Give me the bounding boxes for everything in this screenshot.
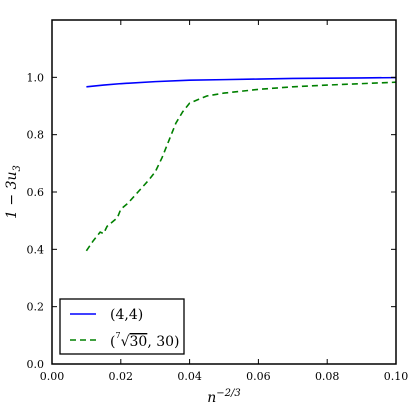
legend-label-series-1: (4,4) xyxy=(110,307,143,323)
y-tick-label: 0.2 xyxy=(27,301,45,314)
y-tick-label: 1.0 xyxy=(27,71,45,84)
x-axis-label: n−2/3 xyxy=(207,388,241,406)
x-tick-label: 0.08 xyxy=(315,370,340,383)
y-axis-label-subscript: 3 xyxy=(12,165,23,171)
series-line-1 xyxy=(86,76,397,88)
y-tick-label: 0.0 xyxy=(27,358,45,371)
legend-root-index: 7 xyxy=(115,331,120,340)
x-tick-label: 0.06 xyxy=(246,370,271,383)
x-tick-label: 0.02 xyxy=(109,370,134,383)
ticks-layer: 0.00 0.02 0.04 0.06 0.08 0.10 0.0 0.2 0.4 0.6 0.8 1… xyxy=(27,20,409,383)
legend-box xyxy=(59,298,185,355)
series-layer xyxy=(85,76,397,252)
y-axis-label: 1 − 3u3 xyxy=(4,165,23,219)
legend-root-symbol: √ xyxy=(121,334,130,350)
legend: (4,4) (7√30, 30) xyxy=(59,298,185,355)
x-tick-label: 0.10 xyxy=(384,370,409,383)
x-tick-label: 0.04 xyxy=(177,370,202,383)
x-axis-label-exponent: −2/3 xyxy=(216,388,240,399)
series-line-2 xyxy=(85,81,397,252)
legend-root-radicand: 30 xyxy=(129,334,147,350)
legend-label-series-2: (7√30, 30) xyxy=(110,331,180,350)
y-tick-label: 0.4 xyxy=(27,243,45,256)
y-tick-label: 0.6 xyxy=(27,186,45,199)
y-tick-label: 0.8 xyxy=(27,129,45,142)
x-tick-label: 0.00 xyxy=(40,370,65,383)
